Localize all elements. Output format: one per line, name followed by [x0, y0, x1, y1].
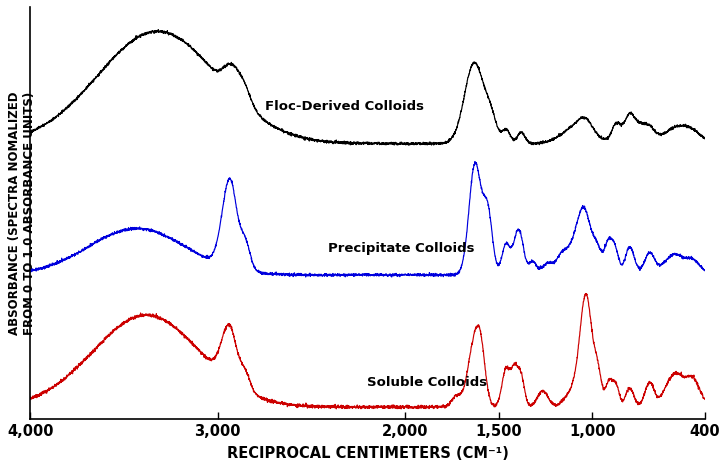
Text: Precipitate Colloids: Precipitate Colloids — [328, 241, 475, 255]
Text: Soluble Colloids: Soluble Colloids — [367, 376, 488, 389]
X-axis label: RECIPROCAL CENTIMETERS (CM⁻¹): RECIPROCAL CENTIMETERS (CM⁻¹) — [227, 446, 508, 461]
Text: Floc-Derived Colloids: Floc-Derived Colloids — [265, 101, 425, 113]
Y-axis label: ABSORBANCE (SPECTRA NOMALIZED
FROM 0 TO 1.0 ABSORBANCE UNITS): ABSORBANCE (SPECTRA NOMALIZED FROM 0 TO … — [8, 91, 36, 335]
